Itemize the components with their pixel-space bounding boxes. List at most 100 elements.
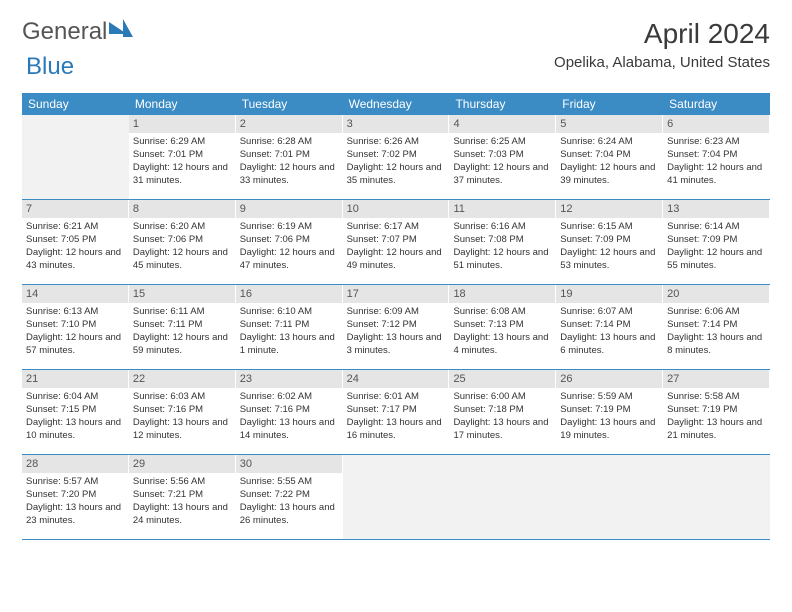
sunrise-text: Sunrise: 6:10 AM [240,306,338,319]
daylight-text: Daylight: 12 hours and 57 minutes. [26,332,124,358]
sunrise-text: Sunrise: 5:59 AM [560,391,658,404]
day-cell: 19Sunrise: 6:07 AMSunset: 7:14 PMDayligh… [556,285,663,369]
day-number: 7 [22,200,128,218]
daylight-text: Daylight: 13 hours and 4 minutes. [453,332,551,358]
sunrise-text: Sunrise: 6:19 AM [240,221,338,234]
daylight-text: Daylight: 12 hours and 51 minutes. [453,247,551,273]
daylight-text: Daylight: 12 hours and 31 minutes. [133,162,231,188]
day-number: 10 [343,200,449,218]
daylight-text: Daylight: 12 hours and 35 minutes. [347,162,445,188]
week-row: 21Sunrise: 6:04 AMSunset: 7:15 PMDayligh… [22,370,770,455]
day-cell: 29Sunrise: 5:56 AMSunset: 7:21 PMDayligh… [129,455,236,539]
sunrise-text: Sunrise: 6:28 AM [240,136,338,149]
day-cell: 12 Sunrise: 6:15 AMSunset: 7:09 PMDayligh… [556,200,663,284]
sunset-text: Sunset: 7:08 PM [453,234,551,247]
day-number: 22 [129,370,235,388]
sun-info: Sunrise: 6:29 AMSunset: 7:01 PMDaylight:… [133,136,231,187]
day-cell: 18 Sunrise: 6:08 AMSunset: 7:13 PMDayligh… [449,285,556,369]
day-number: 23 [236,370,342,388]
sun-info: Sunrise: 6:01 AMSunset: 7:17 PMDaylight:… [347,391,445,442]
daylight-text: Daylight: 12 hours and 47 minutes. [240,247,338,273]
sunrise-text: Sunrise: 6:01 AM [347,391,445,404]
sun-info: Sunrise: 6:23 AMSunset: 7:04 PMDaylight:… [667,136,765,187]
sun-info: Sunrise: 6:02 AMSunset: 7:16 PMDaylight:… [240,391,338,442]
sunrise-text: Sunrise: 5:57 AM [26,476,124,489]
sun-info: Sunrise: 6:08 AMSunset: 7:13 PMDaylight:… [453,306,551,357]
day-number: 12 [556,200,662,218]
sunset-text: Sunset: 7:06 PM [240,234,338,247]
sunrise-text: Sunrise: 5:58 AM [667,391,765,404]
day-number: 8 [129,200,235,218]
sunset-text: Sunset: 7:19 PM [560,404,658,417]
sunset-text: Sunset: 7:22 PM [240,489,338,502]
daylight-text: Daylight: 12 hours and 45 minutes. [133,247,231,273]
day-number: 5 [556,115,662,133]
sun-info: Sunrise: 6:28 AMSunset: 7:01 PMDaylight:… [240,136,338,187]
day-number: 15 [129,285,235,303]
sunrise-text: Sunrise: 6:00 AM [453,391,551,404]
day-number: 17 [343,285,449,303]
sun-info: Sunrise: 6:20 AMSunset: 7:06 PMDaylight:… [133,221,231,272]
page-title: April 2024 [554,18,770,50]
sunset-text: Sunset: 7:09 PM [560,234,658,247]
sun-info: Sunrise: 5:58 AMSunset: 7:19 PMDaylight:… [667,391,765,442]
day-number: 26 [556,370,662,388]
sun-info: Sunrise: 6:19 AMSunset: 7:06 PMDaylight:… [240,221,338,272]
sunset-text: Sunset: 7:10 PM [26,319,124,332]
day-cell [343,455,450,539]
sunrise-text: Sunrise: 6:20 AM [133,221,231,234]
sunset-text: Sunset: 7:01 PM [133,149,231,162]
day-cell: 27 Sunrise: 5:58 AMSunset: 7:19 PMDayligh… [663,370,770,454]
daylight-text: Daylight: 13 hours and 24 minutes. [133,502,231,528]
day-cell: 9Sunrise: 6:19 AMSunset: 7:06 PMDaylight… [236,200,343,284]
day-number: 13 [663,200,769,218]
daylight-text: Daylight: 12 hours and 37 minutes. [453,162,551,188]
sunrise-text: Sunrise: 6:02 AM [240,391,338,404]
sunrise-text: Sunrise: 6:29 AM [133,136,231,149]
weekday-header-cell: Thursday [449,93,556,115]
daylight-text: Daylight: 12 hours and 33 minutes. [240,162,338,188]
daylight-text: Daylight: 13 hours and 21 minutes. [667,417,765,443]
day-number: 25 [449,370,555,388]
sun-info: Sunrise: 5:59 AMSunset: 7:19 PMDaylight:… [560,391,658,442]
sunset-text: Sunset: 7:17 PM [347,404,445,417]
day-cell [449,455,556,539]
daylight-text: Daylight: 12 hours and 41 minutes. [667,162,765,188]
sunset-text: Sunset: 7:02 PM [347,149,445,162]
day-cell: 30Sunrise: 5:55 AMSunset: 7:22 PMDayligh… [236,455,343,539]
day-cell: 13Sunrise: 6:14 AMSunset: 7:09 PMDayligh… [663,200,770,284]
day-number: 27 [663,370,769,388]
sunset-text: Sunset: 7:21 PM [133,489,231,502]
sunrise-text: Sunrise: 6:08 AM [453,306,551,319]
sunset-text: Sunset: 7:20 PM [26,489,124,502]
day-cell: 2Sunrise: 6:28 AMSunset: 7:01 PMDaylight… [236,115,343,199]
daylight-text: Daylight: 13 hours and 14 minutes. [240,417,338,443]
calendar-grid: SundayMondayTuesdayWednesdayThursdayFrid… [22,93,770,540]
sun-info: Sunrise: 6:15 AMSunset: 7:09 PMDaylight:… [560,221,658,272]
sunrise-text: Sunrise: 6:06 AM [667,306,765,319]
sunrise-text: Sunrise: 6:21 AM [26,221,124,234]
sunrise-text: Sunrise: 6:13 AM [26,306,124,319]
sunset-text: Sunset: 7:06 PM [133,234,231,247]
day-cell: 23 Sunrise: 6:02 AMSunset: 7:16 PMDayligh… [236,370,343,454]
day-number: 18 [449,285,555,303]
day-number: 4 [449,115,555,133]
weekday-header-cell: Monday [129,93,236,115]
daylight-text: Daylight: 13 hours and 19 minutes. [560,417,658,443]
day-cell: 11Sunrise: 6:16 AMSunset: 7:08 PMDayligh… [449,200,556,284]
day-number: 3 [343,115,449,133]
sun-info: Sunrise: 5:55 AMSunset: 7:22 PMDaylight:… [240,476,338,527]
day-cell: 7 Sunrise: 6:21 AMSunset: 7:05 PMDaylight… [22,200,129,284]
sunrise-text: Sunrise: 6:07 AM [560,306,658,319]
sunset-text: Sunset: 7:03 PM [453,149,551,162]
weekday-header-cell: Wednesday [343,93,450,115]
daylight-text: Daylight: 12 hours and 55 minutes. [667,247,765,273]
sunset-text: Sunset: 7:05 PM [26,234,124,247]
sunset-text: Sunset: 7:11 PM [133,319,231,332]
day-number: 19 [556,285,662,303]
sunset-text: Sunset: 7:04 PM [667,149,765,162]
sunset-text: Sunset: 7:07 PM [347,234,445,247]
day-cell: 1Sunrise: 6:29 AMSunset: 7:01 PMDaylight… [129,115,236,199]
day-number: 21 [22,370,128,388]
sun-info: Sunrise: 6:21 AMSunset: 7:05 PMDaylight:… [26,221,124,272]
